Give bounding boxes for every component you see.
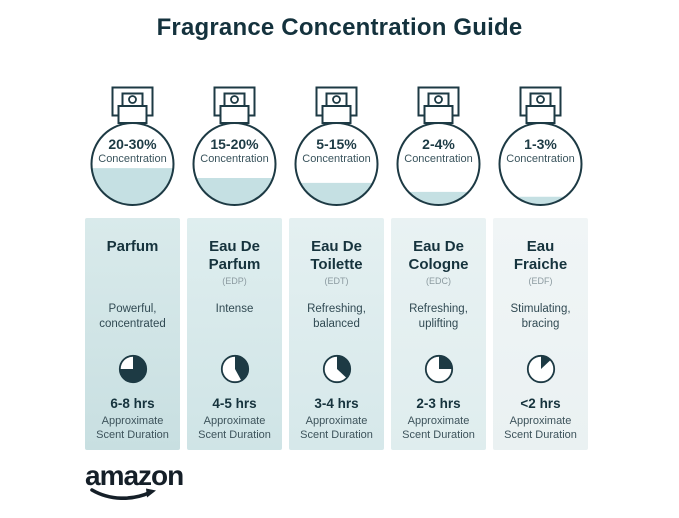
clock-duration-icon [118,354,147,384]
scent-duration-label: Approximate Scent Duration [96,415,169,441]
amazon-logo: amazon [85,461,185,507]
perfume-bottle-icon [192,86,277,206]
clock-duration-icon [526,354,555,384]
scent-duration: 4-5 hrs [212,396,257,411]
scent-duration-label: Approximate Scent Duration [198,415,271,441]
clock-duration-icon [322,354,351,384]
fragrance-column-header: Eau Fraiche (EDF) [493,238,588,286]
fragrance-abbr: (EDF) [528,276,553,286]
fragrance-column: Eau De Parfum (EDP) Intense 4-5 hrs Appr… [187,218,282,450]
clock-duration-icon [424,354,453,384]
scent-duration-label: Approximate Scent Duration [504,415,577,441]
fragrance-column: Eau Fraiche (EDF) Stimulating, bracing <… [493,218,588,450]
fragrance-description: Powerful, concentrated [99,303,166,330]
perfume-bottle-icon [498,86,583,206]
fragrance-name: Parfum [106,238,159,255]
fragrance-column-header: Eau De Toilette (EDT) [289,238,384,286]
fragrance-abbr: (EDC) [426,276,451,286]
scent-duration: 6-8 hrs [110,396,155,411]
perfume-bottle: 5-15% Concentration [289,86,384,212]
clock-duration-icon [220,354,249,384]
fragrance-abbr: (EDT) [324,276,349,286]
perfume-bottle: 15-20% Concentration [187,86,282,212]
fragrance-table: Parfum Powerful, concentrated 6-8 hrs Ap… [85,218,588,450]
fragrance-abbr [85,258,180,268]
fragrance-name: Eau De Cologne [408,238,469,273]
perfume-bottle: 1-3% Concentration [493,86,588,212]
scent-duration: 2-3 hrs [416,396,461,411]
fragrance-column-header: Eau De Parfum (EDP) [187,238,282,286]
fragrance-abbr: (EDP) [222,276,247,286]
fragrance-description: Refreshing, uplifting [409,303,468,330]
scent-duration-label: Approximate Scent Duration [300,415,373,441]
fragrance-name: Eau Fraiche [513,238,568,273]
fragrance-column: Parfum Powerful, concentrated 6-8 hrs Ap… [85,218,180,450]
fragrance-description: Refreshing, balanced [307,303,366,330]
fragrance-description: Stimulating, bracing [510,303,571,330]
perfume-bottle-icon [396,86,481,206]
scent-duration: 3-4 hrs [314,396,359,411]
bottles-row: 20-30% Concentration 15-20% Concentratio… [85,86,588,212]
perfume-bottle-icon [90,86,175,206]
fragrance-column: Eau De Cologne (EDC) Refreshing, uplifti… [391,218,486,450]
perfume-bottle-icon [294,86,379,206]
scent-duration-label: Approximate Scent Duration [402,415,475,441]
fragrance-name: Eau De Parfum [208,238,261,273]
scent-duration: <2 hrs [520,396,561,411]
page-title: Fragrance Concentration Guide [156,14,523,41]
perfume-bottle: 20-30% Concentration [85,86,180,212]
fragrance-description: Intense [215,303,254,315]
fragrance-column-header: Parfum [85,238,180,268]
fragrance-column: Eau De Toilette (EDT) Refreshing, balanc… [289,218,384,450]
amazon-smile-icon [90,488,156,500]
fragrance-column-header: Eau De Cologne (EDC) [391,238,486,286]
amazon-logo-text: amazon [85,460,184,491]
perfume-bottle: 2-4% Concentration [391,86,486,212]
fragrance-name: Eau De Toilette [310,238,363,273]
